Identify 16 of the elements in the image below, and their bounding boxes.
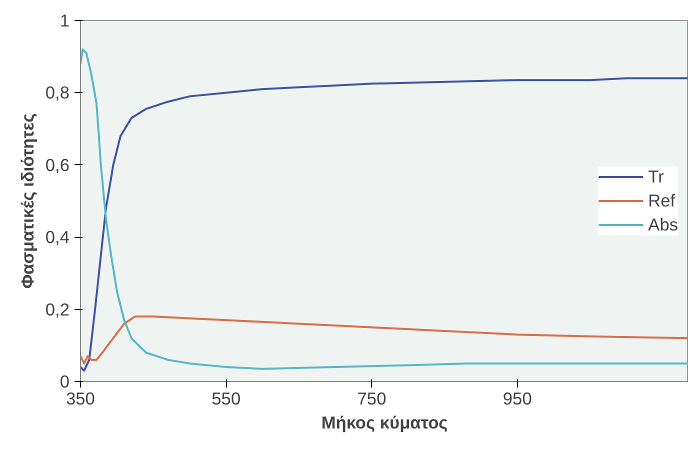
- x-tick-label: 950: [502, 388, 532, 408]
- legend-label: Tr: [648, 166, 665, 187]
- x-tick-label: 550: [212, 388, 241, 408]
- legend-label: Ref: [648, 190, 676, 211]
- y-tick-label: 0,4: [45, 227, 70, 248]
- y-tick-label: 0: [60, 372, 70, 392]
- legend-label: Abs: [648, 214, 678, 235]
- y-tick-label: 0,8: [45, 82, 70, 103]
- x-tick-label: 350: [66, 388, 95, 408]
- y-tick-label: 1: [60, 10, 70, 30]
- x-axis-title: Μήκος κύματος: [321, 412, 448, 432]
- line-series: [80, 316, 688, 364]
- y-tick-label: 0,2: [45, 299, 70, 320]
- y-tick-label: 0,6: [45, 154, 70, 175]
- x-tick-label: 750: [357, 388, 386, 408]
- y-axis-title: Φασματικές ιδιότητες: [17, 113, 38, 289]
